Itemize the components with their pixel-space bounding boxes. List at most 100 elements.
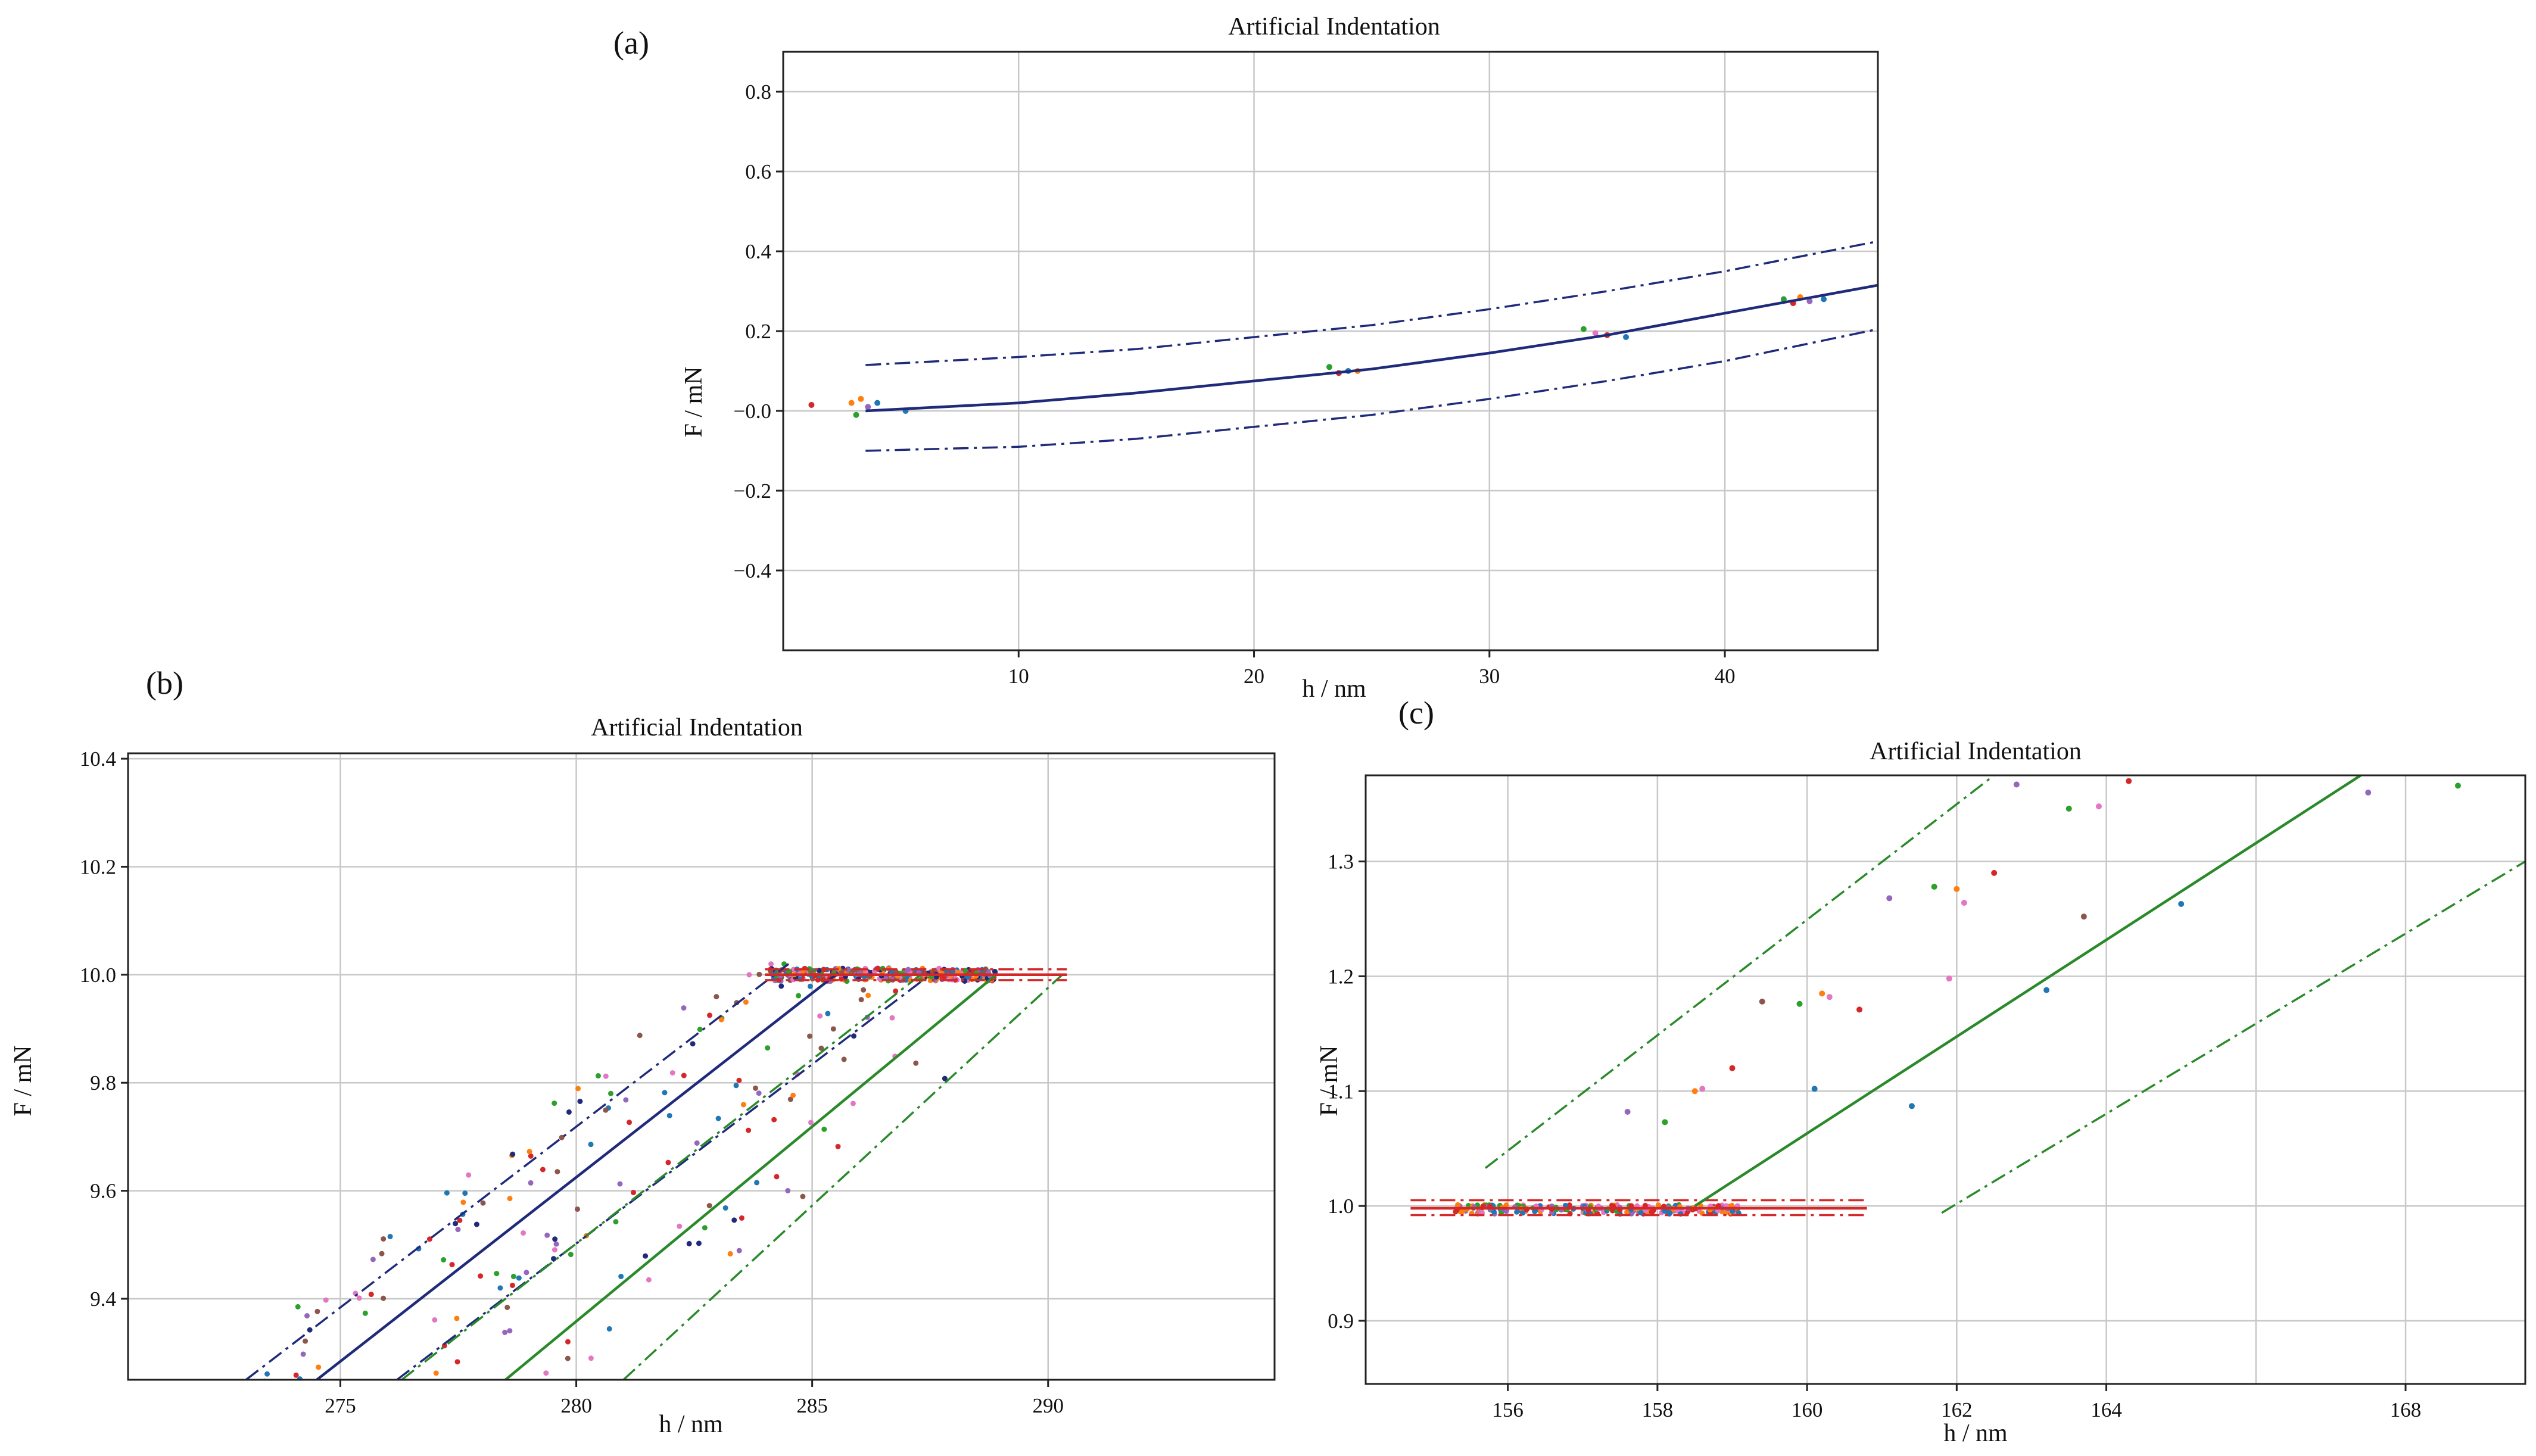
data-point (266, 1411, 272, 1416)
data-point (323, 1297, 329, 1303)
data-point (426, 1236, 432, 1242)
data-point (696, 1240, 702, 1246)
plateau-point (1532, 1208, 1538, 1214)
data-point (1821, 296, 1827, 303)
data-point (825, 1011, 831, 1017)
data-point (722, 1205, 728, 1211)
data-point (1624, 1108, 1631, 1115)
data-point (686, 1240, 692, 1246)
panel-a: (a) Artificial Indentation h / nm F / mN… (613, 13, 1879, 703)
plateau-point (1514, 1209, 1520, 1215)
fit-curve-5 (1941, 860, 2525, 1214)
fit-curve-4 (401, 974, 921, 1380)
data-point (2365, 789, 2372, 796)
data-point (893, 988, 899, 994)
panel-a-ticks: 10 20 30 40 −0.4 −0.2 −0.0 0.2 0.4 0.6 0.8 (734, 80, 1736, 688)
plateau-point (1566, 1202, 1572, 1208)
data-point (460, 1199, 466, 1205)
data-point (743, 999, 749, 1005)
data-point (746, 1127, 752, 1133)
data-point (543, 1370, 549, 1376)
y-tick-label: 0.4 (745, 240, 771, 263)
data-point (736, 1248, 742, 1254)
data-point (1662, 1119, 1668, 1125)
y-tick-label: −0.2 (734, 479, 772, 503)
data-point (746, 972, 752, 978)
data-point (528, 1153, 534, 1159)
x-tick-label: 158 (1642, 1398, 1674, 1421)
data-point (1886, 895, 1893, 902)
data-point (865, 993, 871, 999)
data-point (865, 404, 871, 410)
data-point (1819, 990, 1825, 997)
plateau-point (1730, 1208, 1736, 1214)
y-tick-label: 9.8 (90, 1071, 116, 1095)
data-point (821, 1126, 827, 1132)
data-point (528, 1180, 534, 1186)
data-point (2096, 803, 2102, 810)
data-point (646, 1277, 652, 1283)
data-point (510, 1274, 516, 1280)
plateau-point (1642, 1202, 1648, 1208)
data-point (494, 1271, 500, 1277)
data-point (478, 1273, 484, 1279)
data-point (552, 1100, 557, 1106)
data-point (1826, 994, 1833, 1000)
data-point (575, 1086, 581, 1092)
plateau-point (1624, 1209, 1630, 1215)
data-point (295, 1304, 301, 1310)
data-point (618, 1273, 624, 1279)
data-point (669, 1070, 675, 1076)
plateau-point (992, 968, 998, 974)
data-point (544, 1232, 550, 1238)
data-point (623, 1097, 629, 1103)
x-tick-label: 20 (1244, 665, 1264, 688)
plateau-point (1562, 1202, 1568, 1208)
y-tick-label: 0.9 (1328, 1310, 1354, 1333)
x-tick-label: 280 (560, 1394, 592, 1417)
data-point (1326, 364, 1333, 370)
data-point (559, 1134, 565, 1140)
data-point (1991, 869, 1998, 876)
data-point (526, 1149, 532, 1155)
panel-b-grid (128, 753, 1275, 1380)
y-tick-label: 1.3 (1328, 850, 1354, 874)
data-point (835, 1143, 841, 1149)
plateau-point (1655, 1202, 1661, 1208)
data-point (1691, 1088, 1698, 1095)
data-point (413, 1389, 419, 1395)
data-point (2126, 778, 2132, 784)
x-tick-label: 10 (1008, 665, 1029, 688)
y-tick-label: 9.6 (90, 1180, 116, 1203)
data-point (702, 1225, 708, 1231)
data-point (497, 1285, 503, 1291)
data-point (2065, 805, 2072, 812)
data-point (300, 1351, 306, 1357)
data-point (575, 1206, 581, 1212)
data-point (540, 1167, 546, 1173)
data-point (1623, 334, 1630, 341)
data-point (807, 983, 813, 989)
data-point (304, 1313, 310, 1319)
data-point (617, 1181, 623, 1187)
y-tick-label: 1.2 (1328, 965, 1354, 988)
panel-a-label: (a) (613, 25, 649, 61)
data-point (453, 1221, 459, 1227)
fit-curve-4 (1484, 775, 1995, 1169)
fit-curve-1 (865, 240, 1878, 366)
data-point (441, 1257, 447, 1263)
data-point (368, 1292, 374, 1298)
panel-b-ticks: 275 280 285 290 9.4 9.6 9.8 10.0 10.2 10.4 (80, 747, 1064, 1417)
fit-curve-5 (622, 974, 1063, 1380)
data-point (1931, 884, 1937, 890)
plateau-point (1666, 1210, 1672, 1216)
data-point (267, 1393, 272, 1399)
data-point (1592, 330, 1599, 336)
data-point (613, 1219, 619, 1225)
data-point (858, 395, 864, 402)
data-point (608, 1090, 614, 1096)
data-point (303, 1338, 309, 1344)
data-point (1729, 1065, 1736, 1071)
plateau-point (1479, 1209, 1485, 1215)
